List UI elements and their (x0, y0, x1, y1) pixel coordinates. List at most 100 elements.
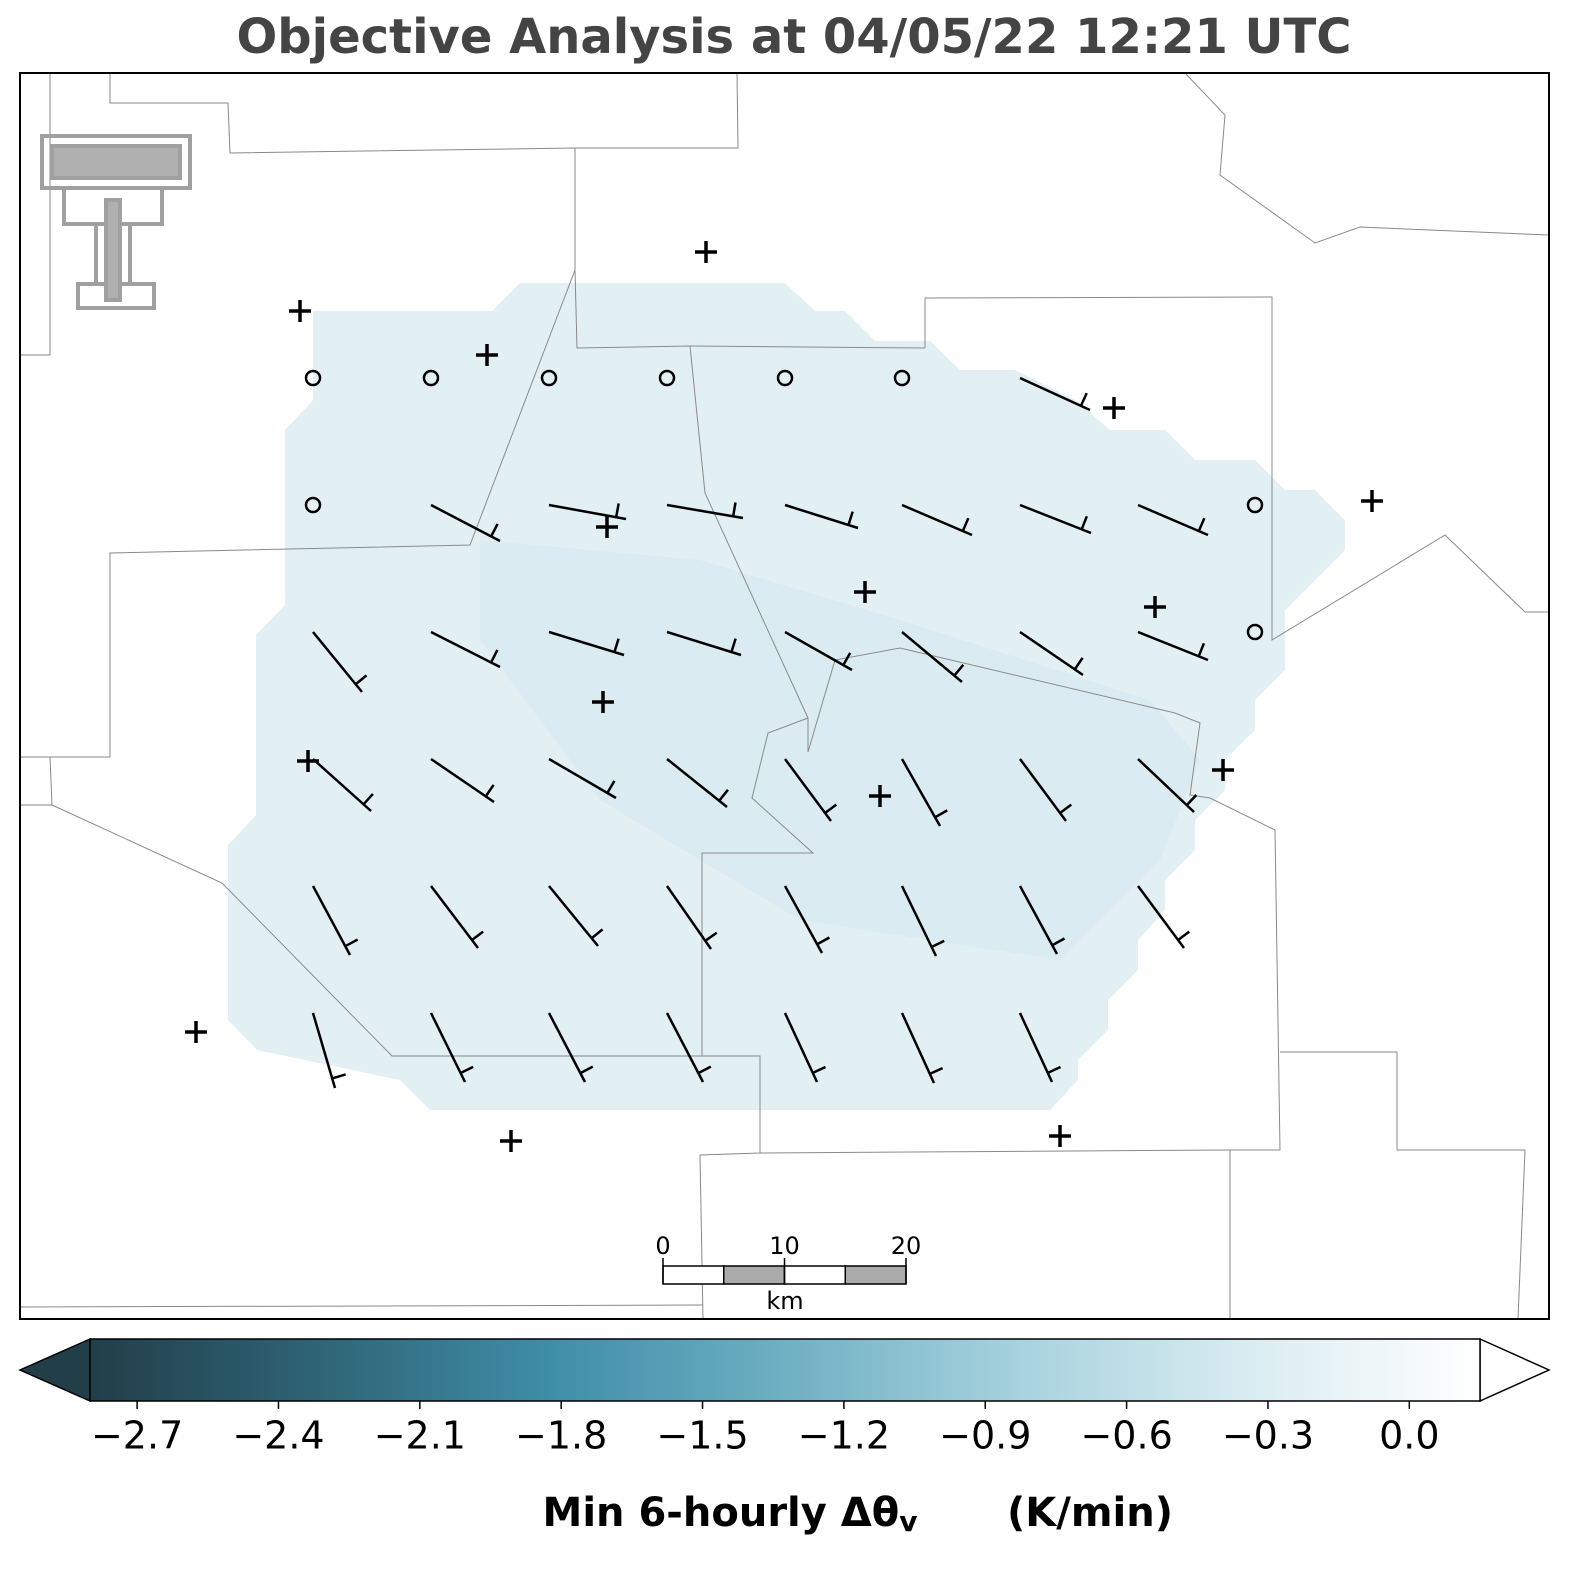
wind-barb-tick (731, 502, 737, 517)
wind-barb-tick (1080, 515, 1088, 530)
wind-barb-tick (718, 789, 729, 802)
wind-barb (1137, 503, 1209, 537)
map-frame (19, 72, 1550, 1320)
stations (185, 241, 1383, 1152)
wind-barb (430, 503, 501, 543)
wind-barb (900, 758, 942, 827)
wind-barb (1136, 885, 1186, 949)
colorbar-label: Min 6-hourly Δθv (543, 1490, 918, 1538)
wind-barb (783, 758, 833, 822)
wind-barb-tick (931, 939, 945, 949)
wind-barb-tick (344, 938, 359, 948)
wind-barb-tick (489, 649, 499, 664)
wind-barb (783, 1012, 819, 1083)
scale-tick-label: 0 (655, 1232, 670, 1260)
scale-tick-label: 10 (769, 1232, 800, 1260)
scale-segment (844, 1265, 907, 1285)
scale-segment (723, 1265, 786, 1285)
wind-barb-tick (824, 803, 838, 814)
logo (40, 134, 192, 310)
wind-barb-tick (490, 523, 499, 537)
wind-barb (901, 631, 963, 683)
colorbar-tick-label: −2.1 (374, 1414, 466, 1458)
wind-barb-tick (1047, 1065, 1062, 1075)
scale-segment (662, 1265, 725, 1285)
wind-barb-tick (812, 1065, 827, 1075)
missing-station (1212, 759, 1234, 781)
wind-barb (666, 503, 744, 520)
wind-barb (1137, 758, 1195, 813)
wind-barb-tick (816, 936, 831, 946)
wind-barb-tick (1185, 794, 1198, 806)
map (20, 73, 1549, 1319)
wind-barb (784, 630, 853, 672)
wind-barb (901, 503, 973, 537)
wind-barb-tick (471, 930, 484, 942)
wind-barb-tick (606, 780, 616, 794)
wind-barb (1019, 630, 1084, 677)
wind-barb-tick (934, 809, 948, 819)
wind-barb (783, 885, 824, 954)
missing-station (1103, 397, 1125, 419)
label-subscript: v (899, 1505, 917, 1538)
wind-barb (1018, 885, 1059, 955)
wind-barb (548, 630, 625, 657)
wind-barb-tick (1197, 517, 1206, 532)
missing-station (289, 300, 311, 322)
colorbar-tick-label: −2.7 (91, 1414, 183, 1458)
scale-segment (783, 1265, 846, 1285)
wind-barb (1019, 376, 1091, 412)
wind-barb (1018, 1012, 1054, 1083)
scale-bar: km 0 10 20 (655, 1232, 921, 1315)
calm-station (304, 496, 322, 514)
missing-station (476, 344, 498, 366)
missing-station (500, 1130, 522, 1152)
wind-barb-tick (590, 928, 604, 940)
wind-barb (548, 503, 627, 521)
wind-barb (430, 757, 495, 804)
missing-station (596, 516, 618, 538)
missing-station (1361, 490, 1383, 512)
wind-barb (312, 631, 363, 693)
colorbar-tick-label: −1.2 (798, 1414, 890, 1458)
wind-barb (1019, 503, 1092, 535)
missing-station (592, 691, 614, 713)
calm-station (304, 369, 322, 387)
missing-station (185, 1021, 207, 1043)
wind-barb-tick (579, 1065, 594, 1075)
calm-station (893, 369, 911, 387)
scale-tick-label: 20 (891, 1232, 922, 1260)
missing-station (854, 581, 876, 603)
wind-barb (430, 885, 479, 949)
colorbar-units: (K/min) (1007, 1490, 1173, 1536)
calm-station (1246, 496, 1264, 514)
wind-barb-tick (484, 784, 495, 798)
colorbar-tick-label: −1.8 (515, 1414, 607, 1458)
title: Objective Analysis at 04/05/22 12:21 UTC (237, 9, 1352, 65)
colorbar-body (89, 1338, 1481, 1402)
wind-barb-tick (614, 503, 620, 518)
scale-unit: km (766, 1287, 803, 1315)
colorbar-tick-label: −2.4 (232, 1414, 324, 1458)
wind-barb (1137, 630, 1209, 662)
wind-barb-tick (953, 664, 965, 677)
wind-barb-tick (961, 517, 970, 532)
wind-barb-tick (697, 1065, 712, 1075)
wind-barb (312, 758, 372, 812)
wind-barb (311, 885, 352, 956)
wind-barb-tick (929, 1066, 944, 1076)
wind-barb-tick (842, 652, 852, 666)
wind-barb (665, 1012, 705, 1083)
wind-barb-tick (1079, 392, 1088, 407)
wind-barb (784, 503, 859, 530)
wind-barb-tick (704, 931, 718, 942)
colorbar: Min 6-hourly Δθv (K/min) −2.7 −2.4 −2.1 −1.… (18, 1337, 1551, 1538)
wind-barb (900, 885, 938, 957)
calm-station (776, 369, 794, 387)
missing-station (869, 785, 891, 807)
wind-barb (548, 757, 617, 800)
wind-barb-tick (354, 674, 368, 686)
wind-barb (665, 885, 713, 950)
wind-barb-tick (331, 1073, 346, 1080)
colorbar-extend-max (1479, 1337, 1551, 1403)
